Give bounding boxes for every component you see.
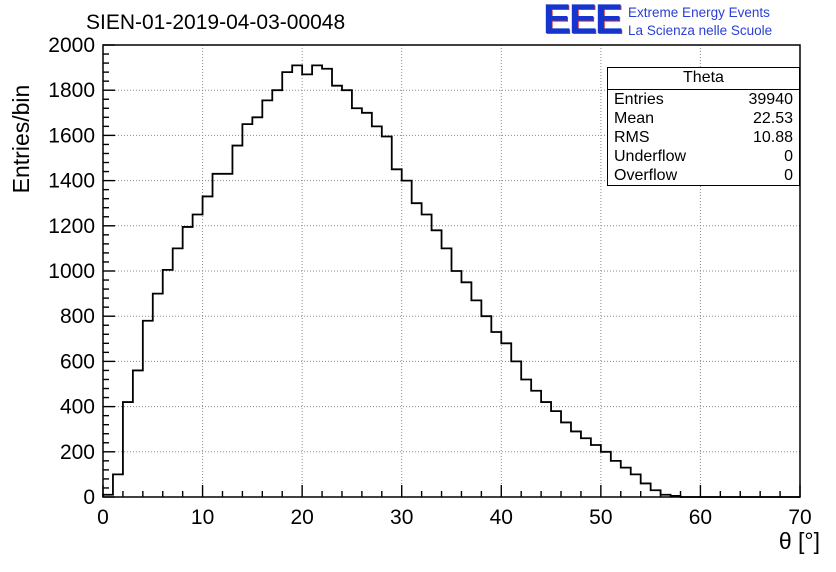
y-tick-label: 2000 — [48, 34, 95, 57]
stats-value: 22.53 — [752, 110, 793, 127]
stats-value: 0 — [784, 167, 793, 184]
stats-label: Overflow — [614, 167, 678, 184]
stats-value: 10.88 — [752, 129, 793, 146]
x-tick-label: 60 — [689, 506, 712, 529]
y-tick-label: 1000 — [48, 260, 95, 283]
histogram-line — [102, 64, 800, 498]
y-tick-label: 600 — [60, 350, 95, 373]
x-tick-label: 40 — [490, 506, 513, 529]
y-tick-label: 400 — [60, 396, 95, 419]
axis-ticks — [102, 44, 801, 498]
stats-label: RMS — [614, 129, 650, 146]
stats-box: Theta Entries 39940 Mean 22.53 RMS 10.88… — [607, 67, 800, 186]
x-tick-label: 70 — [788, 506, 811, 529]
y-tick-label: 1600 — [48, 124, 95, 147]
stats-row-underflow: Underflow 0 — [608, 147, 799, 166]
logo-line2: La Scienza nelle Scuole — [628, 22, 773, 38]
stats-row-entries: Entries 39940 — [608, 90, 799, 109]
stats-value: 0 — [784, 148, 793, 165]
x-axis-label: θ [°] — [778, 528, 820, 554]
stats-row-overflow: Overflow 0 — [608, 166, 799, 185]
y-tick-label: 1400 — [48, 170, 95, 193]
y-tick-label: 800 — [60, 305, 95, 328]
stats-label: Entries — [614, 91, 664, 108]
y-axis-label: Entries/bin — [8, 84, 34, 194]
x-tick-label: 0 — [97, 506, 109, 529]
stats-label: Mean — [614, 110, 655, 127]
eee-logo-subtitle: Extreme Energy Events La Scienza nelle S… — [628, 4, 772, 39]
eee-logo: EEE Extreme Energy Events La Scienza nel… — [543, 0, 772, 39]
stats-label: Underflow — [614, 148, 687, 165]
x-tick-label: 20 — [290, 506, 313, 529]
stats-box-title: Theta — [608, 68, 799, 90]
x-tick-label: 30 — [390, 506, 413, 529]
y-tick-label: 1200 — [48, 215, 95, 238]
x-tick-label: 10 — [191, 506, 214, 529]
eee-logo-text: EEE — [543, 0, 623, 42]
y-tick-label: 200 — [60, 441, 95, 464]
stats-value: 39940 — [748, 91, 794, 108]
y-tick-label: 0 — [83, 486, 95, 509]
y-tick-label: 1800 — [48, 79, 95, 102]
plot-frame — [102, 44, 801, 498]
stats-row-mean: Mean 22.53 — [608, 109, 799, 128]
tick-labels: 0 10 20 30 40 50 60 70 0 200 400 600 800 1000 1200 1400… — [48, 34, 811, 529]
chart-title: SIEN-01-2019-04-03-00048 — [86, 11, 346, 34]
stats-row-rms: RMS 10.88 — [608, 128, 799, 147]
logo-line1: Extreme Energy Events — [628, 5, 770, 20]
x-tick-label: 50 — [589, 506, 612, 529]
